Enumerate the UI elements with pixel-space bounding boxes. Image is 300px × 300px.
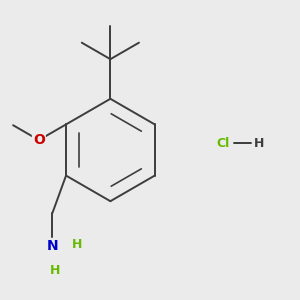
Text: H: H — [72, 238, 82, 251]
Text: Cl: Cl — [216, 137, 229, 150]
Text: N: N — [47, 239, 58, 253]
Text: O: O — [33, 133, 45, 147]
Text: H: H — [254, 137, 264, 150]
Text: H: H — [50, 264, 60, 277]
